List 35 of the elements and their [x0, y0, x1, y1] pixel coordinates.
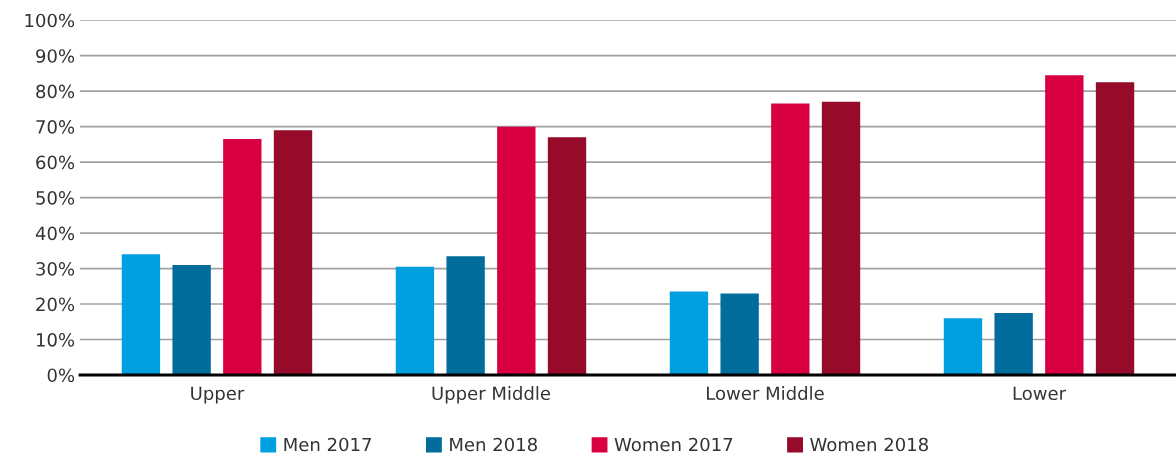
y-tick-label: 0% [47, 368, 75, 383]
bar [172, 265, 211, 375]
y-tick-label: 100% [25, 13, 75, 28]
y-tick-label: 50% [36, 191, 75, 205]
y-tick-label: 80% [36, 84, 75, 99]
bar [1095, 82, 1135, 375]
x-tick-label: Lower [1013, 386, 1067, 401]
y-tick-label: 30% [36, 262, 75, 276]
legend-label: Men 2018 [450, 437, 537, 452]
bar [720, 293, 759, 375]
legend-label: Women 2018 [810, 437, 928, 452]
y-tick-label: 20% [36, 297, 75, 312]
bar [223, 139, 262, 375]
bar [121, 254, 161, 375]
y-tick-label: 90% [36, 49, 75, 63]
bar [669, 291, 709, 375]
y-tick-label: 60% [36, 155, 75, 170]
bar [273, 130, 313, 375]
bar [821, 101, 861, 375]
bar [1045, 75, 1084, 375]
y-tick-label: 70% [36, 120, 75, 134]
bar [771, 103, 810, 375]
bar [994, 312, 1033, 375]
bar [547, 137, 587, 375]
y-tick-label: 40% [35, 226, 75, 241]
legend-label: Women 2017 [614, 437, 733, 452]
x-tick-label: Upper [191, 386, 245, 404]
x-tick-label: Upper Middle [432, 386, 551, 404]
bar [446, 256, 485, 375]
bar [943, 318, 983, 375]
bar [395, 266, 435, 375]
bar [497, 126, 536, 375]
legend-label: Men 2017 [284, 437, 371, 452]
y-tick-label: 10% [36, 332, 75, 347]
x-tick-label: Lower Middle [707, 386, 824, 401]
